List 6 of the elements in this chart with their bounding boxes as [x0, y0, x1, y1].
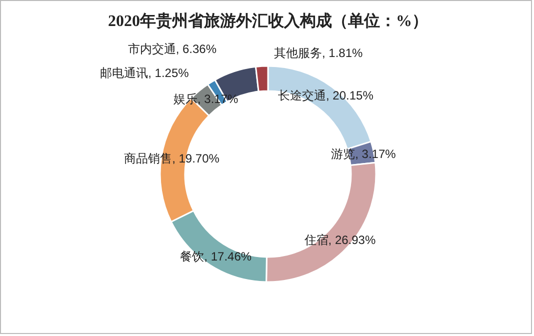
slice-label: 其他服务, 1.81%	[274, 46, 364, 60]
slice-label: 住宿, 26.93%	[303, 232, 376, 247]
slice-label: 市内交通, 6.36%	[128, 42, 217, 56]
chart-title: 2020年贵州省旅游外汇收入构成（单位：%）	[108, 12, 428, 30]
slice-label: 长途交通, 20.15%	[278, 88, 374, 102]
slice-label: 邮电通讯, 1.25%	[100, 66, 190, 80]
